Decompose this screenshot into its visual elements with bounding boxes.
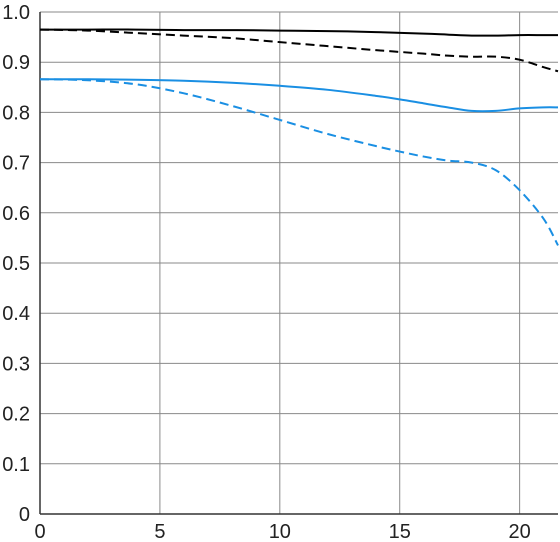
x-tick-label: 10 bbox=[269, 521, 291, 542]
series-line-black-dashed bbox=[39, 28, 559, 73]
y-tick-label: 0.4 bbox=[2, 303, 30, 325]
x-tick-label: 20 bbox=[509, 521, 531, 542]
x-tick-label: 0 bbox=[34, 521, 45, 542]
y-tick-label: 0 bbox=[19, 504, 30, 526]
y-tick-label: 0.9 bbox=[2, 52, 30, 74]
y-tick-label: 0.6 bbox=[2, 203, 30, 225]
y-tick-label: 0.1 bbox=[2, 454, 30, 476]
axes bbox=[39, 12, 558, 515]
y-tick-label: 0.8 bbox=[2, 102, 30, 124]
series-line-blue-dashed bbox=[39, 78, 559, 246]
series-line-blue-solid bbox=[39, 78, 559, 113]
x-tick-label: 15 bbox=[389, 521, 411, 542]
grid bbox=[40, 11, 558, 514]
x-tick-label: 5 bbox=[154, 521, 165, 542]
y-tick-label: 1.0 bbox=[2, 2, 30, 24]
y-tick-label: 0.3 bbox=[2, 353, 30, 375]
series-group bbox=[39, 28, 559, 246]
y-tick-label: 0.2 bbox=[2, 404, 30, 426]
tick-labels: 0 0.1 0.2 0.3 0.4 0.5 0.6 0.7 0.8 0.9 1.0 0 5 10 15 20 bbox=[2, 2, 531, 542]
y-tick-label: 0.7 bbox=[2, 153, 30, 175]
series-line-black-solid bbox=[40, 28, 558, 37]
y-tick-label: 0.5 bbox=[2, 253, 30, 275]
